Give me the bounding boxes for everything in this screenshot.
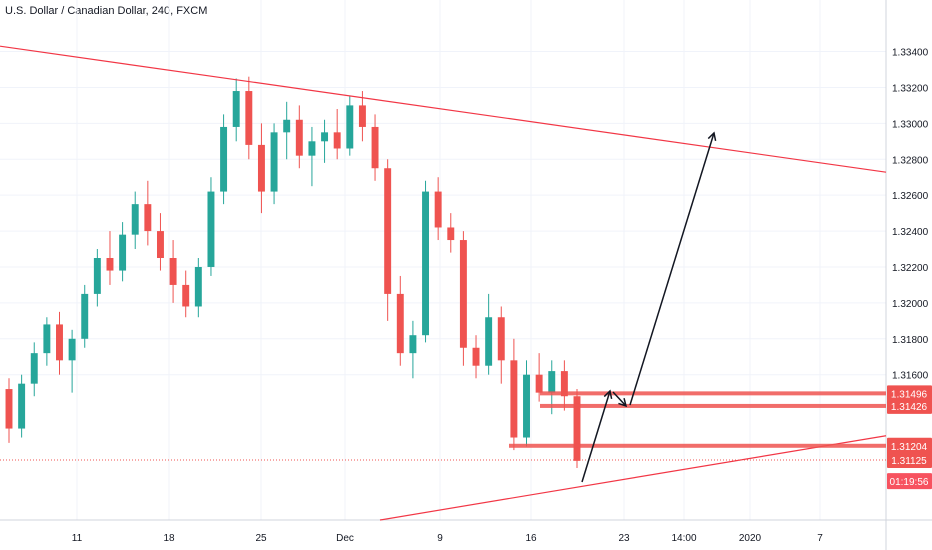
x-tick-label: 11	[72, 533, 83, 544]
y-tick-label: 1.32600	[892, 191, 929, 202]
y-tick-label: 1.33200	[892, 83, 929, 94]
y-tick-label: 1.31600	[892, 371, 929, 382]
support-trendline[interactable]	[379, 435, 887, 521]
candle-body	[573, 396, 581, 461]
support-zone-line[interactable]	[509, 443, 886, 448]
x-tick-label: 7	[817, 533, 823, 544]
candle-body	[232, 91, 240, 127]
price-axis-label-bg	[887, 473, 932, 490]
candle-body	[333, 132, 341, 149]
y-tick-label: 1.32200	[892, 263, 929, 274]
candle-body	[535, 374, 543, 393]
chart-title: U.S. Dollar / Canadian Dollar, 240, FXCM	[5, 5, 208, 17]
candle-body	[68, 338, 76, 361]
x-tick-label: 2020	[739, 533, 762, 544]
candle-body	[220, 126, 228, 192]
candle-body	[422, 191, 430, 336]
x-tick-label: 23	[618, 533, 630, 544]
candle-body	[270, 132, 278, 192]
price-axis-label: 1.31496	[891, 389, 928, 400]
candle-body	[283, 119, 291, 133]
candle-body	[18, 383, 26, 429]
candle-body	[321, 132, 329, 142]
candle-body	[308, 141, 316, 156]
candle-body	[56, 324, 63, 361]
candle-body	[409, 335, 417, 354]
y-tick-label: 1.31800	[892, 335, 929, 346]
candle-body	[106, 258, 114, 271]
price-axis-label: 1.31426	[891, 402, 928, 413]
candle-body	[396, 293, 404, 354]
y-tick-label: 1.32000	[892, 299, 929, 310]
support-zone-line[interactable]	[540, 403, 886, 408]
candle-body	[346, 105, 354, 149]
candle-body	[43, 324, 51, 354]
candle-body	[434, 191, 442, 228]
candle-body	[5, 389, 13, 429]
price-axis-label-bg	[887, 397, 932, 414]
x-tick-label: Dec	[336, 533, 354, 544]
arrow-pullback[interactable]	[612, 391, 627, 407]
candle-body	[560, 371, 568, 397]
candle-body	[156, 231, 164, 258]
arrow-up-to-zone-head	[603, 389, 613, 399]
candle-body	[144, 204, 152, 232]
price-axis-label-bg	[887, 385, 932, 402]
candle-body	[93, 258, 101, 294]
candle-body	[371, 126, 379, 169]
candle-body	[194, 266, 202, 307]
candle-body	[245, 91, 253, 145]
y-tick-label: 1.33000	[892, 119, 929, 130]
candle-body	[384, 168, 392, 294]
candle-body	[523, 374, 530, 438]
candle-body	[257, 144, 265, 192]
candle-body	[131, 204, 139, 235]
arrow-up-to-zone[interactable]	[581, 390, 611, 483]
y-tick-label: 1.32400	[892, 227, 929, 238]
candle-body	[30, 353, 38, 384]
candle-body	[472, 347, 480, 366]
arrow-target-up-head	[707, 131, 717, 141]
candle-body	[447, 227, 455, 241]
candle-body	[358, 105, 366, 127]
candle-body	[81, 293, 89, 339]
candle-body	[485, 317, 493, 366]
candle-body	[182, 284, 190, 307]
price-axis-label: 1.31204	[891, 442, 928, 453]
x-tick-label: 25	[255, 533, 267, 544]
candle-body	[497, 317, 505, 361]
price-axis-label-bg	[887, 437, 932, 454]
x-tick-label: 14:00	[671, 533, 696, 544]
arrow-target-up[interactable]	[629, 132, 715, 406]
price-axis-label: 1.31125	[891, 456, 927, 467]
candle-body	[207, 191, 215, 267]
candle-body	[510, 360, 518, 438]
y-tick-label: 1.32800	[892, 155, 929, 166]
x-tick-label: 9	[437, 533, 443, 544]
price-axis-label-bg	[887, 451, 932, 468]
resistance-trendline[interactable]	[0, 45, 887, 173]
price-axis-label: 01:19:56	[890, 477, 929, 488]
candle-body	[459, 240, 467, 348]
x-tick-label: 16	[525, 533, 537, 544]
arrow-pullback-head	[618, 398, 628, 408]
support-zone-line[interactable]	[540, 391, 886, 396]
y-tick-label: 1.33400	[892, 48, 929, 59]
candle-body	[295, 119, 303, 156]
x-tick-label: 18	[163, 533, 175, 544]
candle-body	[169, 258, 177, 285]
candle-body	[119, 234, 127, 271]
candle-body	[548, 371, 556, 393]
